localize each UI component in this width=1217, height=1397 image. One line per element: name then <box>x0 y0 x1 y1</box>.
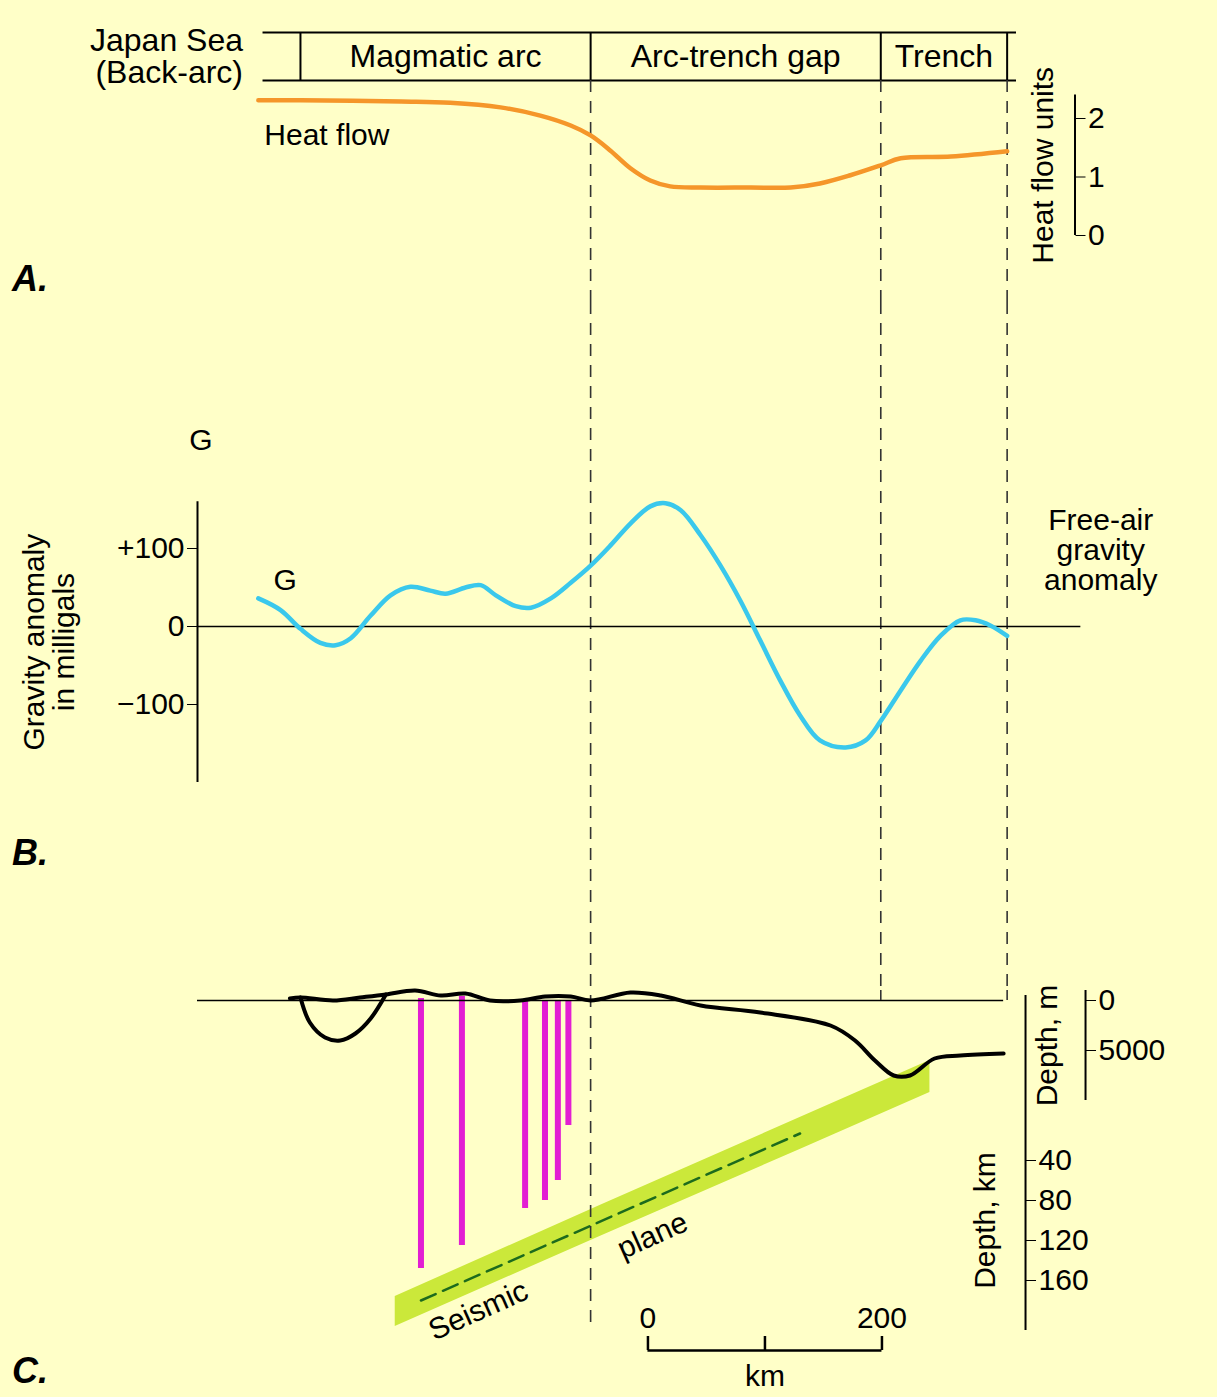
svg-text:0: 0 <box>1088 218 1105 251</box>
svg-text:G: G <box>189 423 212 456</box>
svg-text:Heat flow: Heat flow <box>264 118 389 151</box>
svg-text:0: 0 <box>168 609 185 642</box>
svg-text:2: 2 <box>1088 101 1105 134</box>
html-text:C.: C. <box>12 1350 48 1391</box>
svg-text:120: 120 <box>1039 1223 1089 1256</box>
svg-text:Heat flow units: Heat flow units <box>1026 67 1059 264</box>
svg-text:0: 0 <box>1099 983 1116 1016</box>
svg-text:Free-airgravityanomaly: Free-airgravityanomaly <box>1044 503 1157 596</box>
html-text:A.: A. <box>12 258 48 299</box>
svg-text:Magmatic arc: Magmatic arc <box>350 38 542 74</box>
svg-text:Depth, m: Depth, m <box>1030 985 1063 1107</box>
svg-text:1: 1 <box>1088 160 1105 193</box>
svg-text:Depth, km: Depth, km <box>968 1152 1001 1289</box>
svg-text:Gravity anomalyin milligals: Gravity anomalyin milligals <box>17 534 80 751</box>
svg-text:Seismic: Seismic <box>423 1273 532 1346</box>
svg-text:Trench: Trench <box>895 38 993 74</box>
svg-text:−100: −100 <box>117 687 185 720</box>
svg-text:200: 200 <box>857 1301 907 1334</box>
svg-text:40: 40 <box>1039 1143 1072 1176</box>
svg-text:0: 0 <box>640 1301 657 1334</box>
svg-text:Japan Sea(Back-arc): Japan Sea(Back-arc) <box>90 22 243 90</box>
svg-text:Arc-trench gap: Arc-trench gap <box>631 38 841 74</box>
svg-text:+100: +100 <box>117 531 185 564</box>
svg-text:G: G <box>274 563 297 596</box>
svg-text:80: 80 <box>1039 1183 1072 1216</box>
svg-text:km: km <box>745 1359 785 1392</box>
html-text:B.: B. <box>12 832 48 873</box>
svg-text:plane: plane <box>612 1205 692 1265</box>
svg-text:160: 160 <box>1039 1263 1089 1296</box>
svg-text:5000: 5000 <box>1099 1033 1166 1066</box>
